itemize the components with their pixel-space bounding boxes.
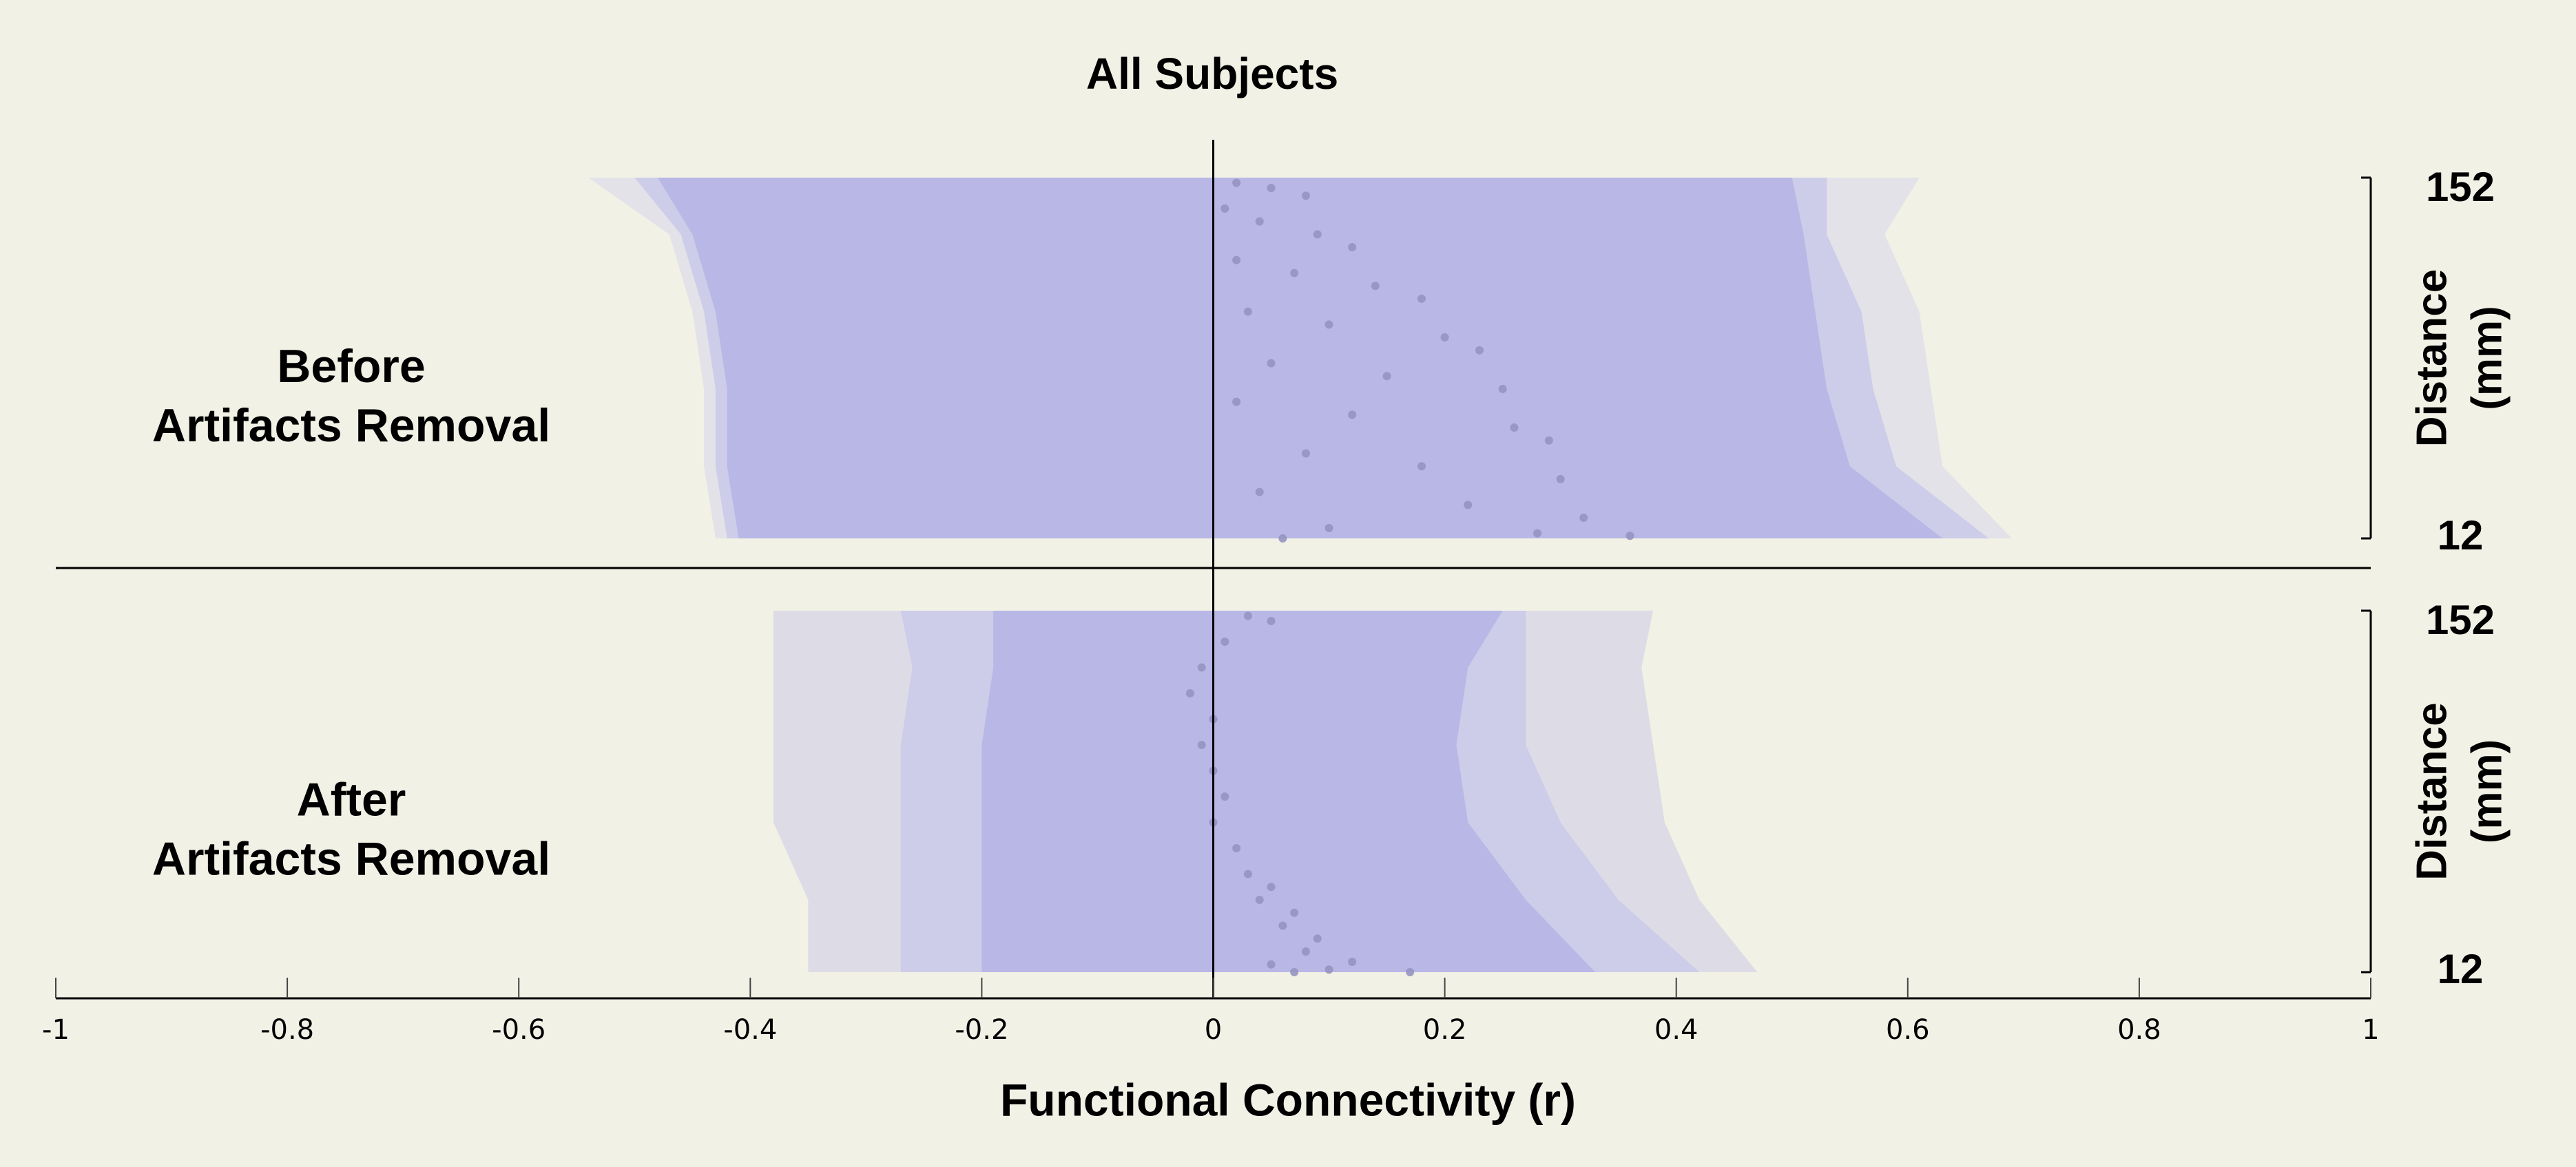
data-point bbox=[1533, 529, 1542, 538]
y-axis-label: Distance bbox=[2408, 269, 2455, 447]
data-point bbox=[1625, 532, 1634, 540]
y-axis-label: Distance bbox=[2408, 702, 2455, 880]
x-tick-label: -0.6 bbox=[492, 1014, 546, 1046]
data-point bbox=[1221, 792, 1229, 801]
panel-label: Artifacts Removal bbox=[152, 399, 550, 452]
plot-area bbox=[588, 178, 2013, 976]
data-point bbox=[1290, 968, 1299, 976]
x-tick-label: 0.8 bbox=[2117, 1014, 2161, 1046]
data-point bbox=[1498, 384, 1507, 393]
data-point bbox=[1267, 617, 1276, 625]
x-tick-label: 0.4 bbox=[1654, 1014, 1699, 1046]
data-point bbox=[1313, 934, 1322, 943]
data-point bbox=[1301, 191, 1310, 200]
x-tick-label: 0.2 bbox=[1423, 1014, 1467, 1046]
data-point bbox=[1382, 372, 1391, 381]
y-tick-label: 152 bbox=[2426, 164, 2495, 210]
x-tick-label: 0 bbox=[1205, 1014, 1222, 1046]
data-point bbox=[1267, 359, 1276, 368]
data-point bbox=[1325, 320, 1333, 329]
density-band bbox=[657, 178, 1943, 538]
y-axis-label: (mm) bbox=[2463, 306, 2511, 410]
data-point bbox=[1221, 204, 1229, 213]
data-point bbox=[1232, 255, 1241, 264]
data-point bbox=[1417, 294, 1426, 303]
data-point bbox=[1475, 346, 1484, 355]
data-point bbox=[1348, 410, 1357, 419]
data-point bbox=[1232, 397, 1241, 406]
y-tick-label: 152 bbox=[2426, 597, 2495, 643]
density-band bbox=[981, 611, 1596, 972]
data-point bbox=[1232, 178, 1241, 187]
panel-label: Before bbox=[277, 340, 425, 392]
data-point bbox=[1290, 269, 1299, 277]
data-point bbox=[1313, 230, 1322, 239]
data-point bbox=[1301, 947, 1310, 956]
data-point bbox=[1243, 307, 1252, 316]
data-point bbox=[1417, 462, 1426, 471]
data-point bbox=[1267, 960, 1276, 969]
data-point bbox=[1255, 217, 1264, 226]
data-point bbox=[1510, 423, 1519, 432]
data-point bbox=[1243, 611, 1252, 620]
data-point bbox=[1371, 282, 1380, 291]
panel-label: Artifacts Removal bbox=[152, 832, 550, 885]
data-point bbox=[1440, 333, 1449, 342]
data-point bbox=[1232, 844, 1241, 852]
data-point bbox=[1255, 487, 1264, 496]
data-point bbox=[1579, 514, 1588, 523]
data-point bbox=[1348, 243, 1357, 252]
x-tick-label: 0.6 bbox=[1886, 1014, 1930, 1046]
data-point bbox=[1278, 534, 1287, 543]
data-point bbox=[1325, 524, 1333, 533]
x-tick-label: -0.8 bbox=[260, 1014, 314, 1046]
data-point bbox=[1243, 870, 1252, 879]
data-point bbox=[1544, 436, 1553, 445]
chart-title: All Subjects bbox=[1086, 49, 1338, 98]
data-point bbox=[1556, 474, 1565, 483]
x-tick-label: -1 bbox=[42, 1014, 70, 1046]
data-point bbox=[1278, 921, 1287, 930]
data-point bbox=[1267, 883, 1276, 892]
data-point bbox=[1185, 689, 1194, 697]
data-point bbox=[1255, 896, 1264, 904]
x-tick-label: -0.2 bbox=[955, 1014, 1008, 1046]
data-point bbox=[1197, 663, 1206, 672]
data-point bbox=[1325, 965, 1333, 974]
x-tick-label: 1 bbox=[2362, 1014, 2379, 1046]
data-point bbox=[1267, 183, 1276, 192]
data-point bbox=[1221, 638, 1229, 646]
data-point bbox=[1406, 968, 1415, 976]
data-point bbox=[1348, 958, 1357, 966]
data-point bbox=[1301, 449, 1310, 458]
x-tick-label: -0.4 bbox=[723, 1014, 777, 1046]
data-point bbox=[1290, 908, 1299, 917]
y-axis-label: (mm) bbox=[2463, 739, 2511, 844]
data-point bbox=[1197, 741, 1206, 749]
y-tick-label: 12 bbox=[2438, 512, 2484, 558]
data-point bbox=[1464, 501, 1473, 509]
panel-label: After bbox=[297, 773, 406, 826]
y-tick-label: 12 bbox=[2438, 946, 2484, 992]
x-axis-label: Functional Connectivity (r) bbox=[1000, 1074, 1576, 1125]
